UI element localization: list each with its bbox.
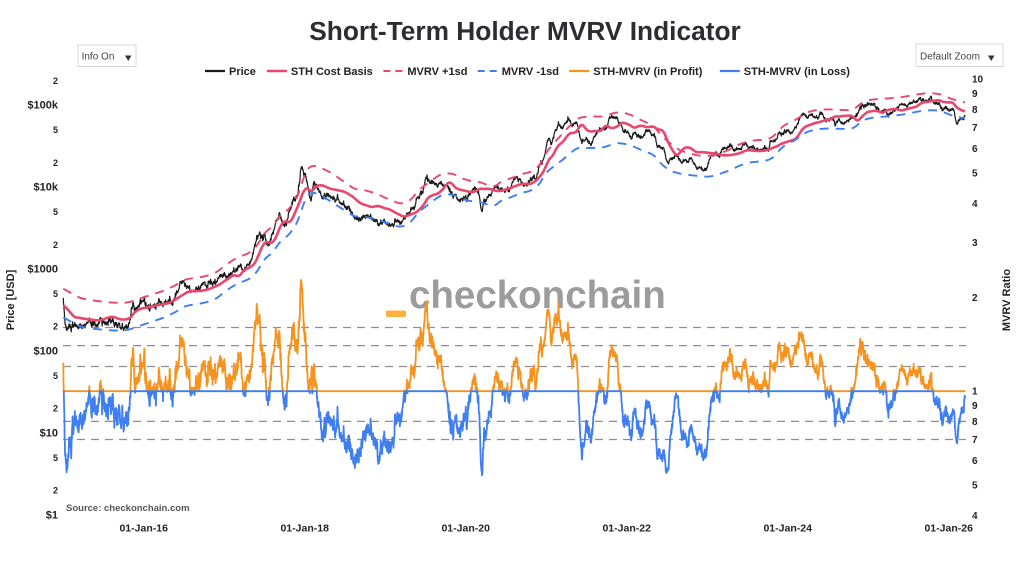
svg-text:7: 7 (972, 123, 978, 134)
svg-text:2: 2 (53, 486, 58, 496)
svg-text:01-Jan-18: 01-Jan-18 (280, 523, 329, 535)
svg-text:8: 8 (972, 105, 978, 116)
svg-text:STH-MVRV (in Profit): STH-MVRV (in Profit) (593, 66, 703, 78)
svg-text:Short-Term Holder MVRV Indicat: Short-Term Holder MVRV Indicator (309, 16, 741, 46)
svg-text:10: 10 (972, 75, 984, 86)
svg-text:6: 6 (972, 456, 978, 467)
svg-text:4: 4 (972, 511, 978, 522)
svg-text:STH-MVRV (in Loss): STH-MVRV (in Loss) (744, 66, 850, 78)
svg-text:01-Jan-16: 01-Jan-16 (119, 523, 168, 535)
svg-text:2: 2 (53, 158, 58, 168)
svg-text:STH Cost Basis: STH Cost Basis (291, 66, 373, 78)
svg-text:2: 2 (972, 293, 978, 304)
svg-text:1: 1 (972, 387, 978, 398)
svg-text:5: 5 (53, 207, 58, 217)
svg-text:01-Jan-24: 01-Jan-24 (763, 523, 812, 535)
svg-text:2: 2 (53, 322, 58, 332)
svg-text:01-Jan-20: 01-Jan-20 (441, 523, 490, 535)
svg-text:3: 3 (972, 238, 978, 249)
svg-text:Price: Price (229, 66, 256, 78)
svg-text:$1000: $1000 (27, 263, 58, 275)
svg-text:6: 6 (972, 144, 978, 155)
svg-text:5: 5 (53, 453, 58, 463)
svg-text:$100k: $100k (27, 100, 58, 112)
svg-text:5: 5 (53, 289, 58, 299)
svg-text:4: 4 (972, 199, 978, 210)
svg-text:checkonchain: checkonchain (409, 274, 666, 317)
svg-text:9: 9 (972, 401, 978, 412)
svg-text:Source: checkonchain.com: Source: checkonchain.com (66, 503, 190, 514)
svg-text:9: 9 (972, 89, 978, 100)
svg-text:Price [USD]: Price [USD] (5, 269, 17, 330)
svg-text:MVRV Ratio: MVRV Ratio (1001, 269, 1013, 331)
svg-text:$100: $100 (34, 345, 58, 357)
svg-text:MVRV -1sd: MVRV -1sd (502, 66, 559, 78)
svg-text:2: 2 (53, 76, 58, 86)
svg-text:$1: $1 (46, 509, 58, 521)
svg-text:5: 5 (972, 481, 978, 492)
svg-text:2: 2 (53, 240, 58, 250)
svg-text:$10k: $10k (34, 182, 59, 194)
svg-text:Default Zoom: Default Zoom (920, 52, 980, 63)
svg-text:Info On: Info On (82, 52, 115, 63)
svg-text:01-Jan-22: 01-Jan-22 (602, 523, 651, 535)
svg-text:MVRV +1sd: MVRV +1sd (407, 66, 467, 78)
svg-text:$10: $10 (40, 427, 58, 439)
svg-text:5: 5 (53, 371, 58, 381)
svg-text:01-Jan-26: 01-Jan-26 (924, 523, 973, 535)
svg-text:2: 2 (53, 404, 58, 414)
svg-text:5: 5 (972, 169, 978, 180)
svg-text:5: 5 (53, 125, 58, 135)
svg-text:7: 7 (972, 435, 978, 446)
svg-text:8: 8 (972, 417, 978, 428)
